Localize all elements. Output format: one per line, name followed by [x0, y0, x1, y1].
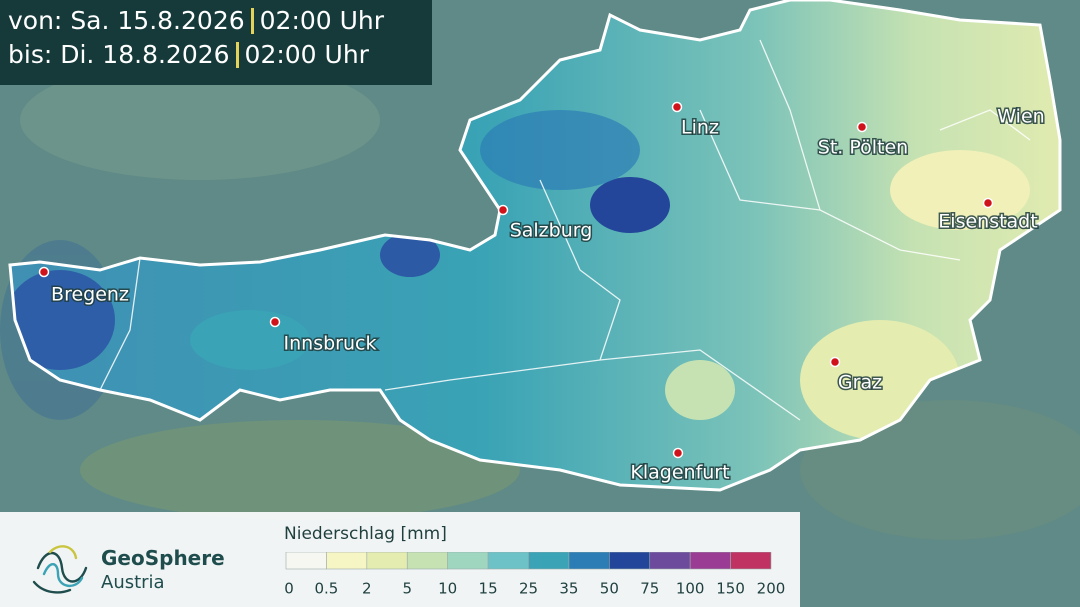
legend-tick-label: 5: [402, 580, 412, 598]
legend-tick-label: 50: [600, 580, 619, 598]
state-borders: [99, 39, 1031, 421]
city-label: Graz: [838, 372, 882, 394]
brand-logo: [32, 545, 88, 594]
legend-swatch: [689, 552, 731, 570]
city-marker: [38, 266, 50, 278]
to-date: Di. 18.8.2026: [60, 40, 230, 69]
legend-tick-label: 200: [757, 580, 786, 598]
brand-sub: Austria: [101, 572, 165, 593]
city-label: Linz: [681, 117, 719, 139]
legend-swatch: [609, 552, 651, 570]
from-line: von: Sa. 15.8.2026 02:00 Uhr: [8, 6, 384, 35]
legend-tick-label: 35: [559, 580, 578, 598]
legend-swatch: [285, 552, 327, 570]
city-marker: [671, 101, 683, 113]
city-label: Bregenz: [51, 284, 129, 306]
legend-tick-label: 150: [716, 580, 745, 598]
from-date: Sa. 15.8.2026: [70, 6, 245, 35]
city-marker: [497, 204, 509, 216]
legend-swatch: [487, 552, 529, 570]
legend-title: Niederschlag [mm]: [284, 524, 447, 544]
legend-scale: 0 0.5 2 5 10 15 25 35 50 75 100 150 200: [284, 552, 786, 598]
city-layer: Linz St. Pölten Wien Eisenstadt Salzburg Breg…: [38, 101, 1046, 485]
legend-panel: GeoSphere Austria Niederschlag [mm] 0 0.5…: [0, 512, 800, 607]
legend-swatch: [528, 552, 570, 570]
city-label: Salzburg: [510, 220, 593, 242]
legend-swatch: [406, 552, 448, 570]
legend-swatch: [326, 552, 368, 570]
separator: [250, 8, 254, 34]
legend-tick-label: 75: [640, 580, 659, 598]
city-marker: [982, 197, 994, 209]
to-label: bis:: [8, 40, 53, 69]
city-label: Wien: [997, 106, 1044, 128]
city-label: Eisenstadt: [938, 211, 1037, 233]
legend-tick-label: 2: [362, 580, 372, 598]
legend-swatch: [649, 552, 691, 570]
from-label: von:: [8, 6, 63, 35]
date-range-panel: von: Sa. 15.8.2026 02:00 Uhr bis: Di. 18.…: [0, 0, 432, 85]
to-time: 02:00 Uhr: [244, 40, 369, 69]
legend-swatch: [730, 552, 772, 570]
city-marker: [269, 316, 281, 328]
legend-tick-label: 15: [479, 580, 498, 598]
from-time: 02:00 Uhr: [259, 6, 385, 35]
legend-swatch: [366, 552, 408, 570]
legend-tick-label: 0: [284, 580, 294, 598]
city-label: St. Pölten: [818, 137, 908, 159]
to-line: bis: Di. 18.8.2026 02:00 Uhr: [8, 40, 369, 69]
legend-tick-label: 10: [438, 580, 457, 598]
legend-tick-label: 0.5: [314, 580, 338, 598]
brand-name: GeoSphere: [101, 546, 225, 570]
country-border: [8, 0, 1062, 492]
legend-tick-label: 25: [519, 580, 538, 598]
city-marker: [856, 121, 868, 133]
legend-swatch: [568, 552, 610, 570]
city-marker: [672, 447, 684, 459]
separator: [235, 42, 239, 68]
city-label: Klagenfurt: [630, 462, 729, 484]
legend-swatch: [447, 552, 489, 570]
city-marker: [829, 356, 841, 368]
city-label: Innsbruck: [284, 333, 377, 355]
legend-tick-label: 100: [676, 580, 705, 598]
